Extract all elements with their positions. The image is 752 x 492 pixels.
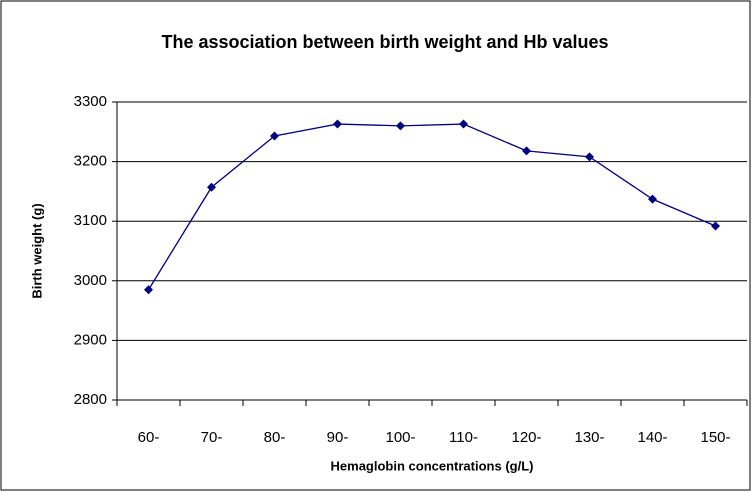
- y-tick-label: 2800: [74, 391, 107, 408]
- y-tick-label: 3000: [74, 272, 107, 289]
- x-tick-label: 120-: [511, 429, 541, 446]
- x-tick-label: 130-: [574, 429, 604, 446]
- x-tick-label: 90-: [327, 429, 349, 446]
- x-tick-label: 150-: [700, 429, 730, 446]
- x-tick-label: 70-: [201, 429, 223, 446]
- data-marker: [396, 121, 405, 131]
- x-tick-label: 60-: [138, 429, 160, 446]
- data-line: [147, 123, 716, 291]
- y-tick-label: 3300: [74, 93, 107, 110]
- data-marker: [270, 131, 279, 141]
- y-tick-label: 2900: [74, 331, 107, 348]
- data-marker: [648, 194, 657, 204]
- x-tick-label: 80-: [264, 429, 286, 446]
- data-marker: [711, 221, 720, 231]
- x-axis-title: Hemaglobin concentrations (g/L): [331, 458, 534, 473]
- x-tick-label: 140-: [637, 429, 667, 446]
- data-marker: [459, 119, 468, 129]
- y-tick-label: 3200: [74, 153, 107, 170]
- x-tick-label: 110-: [449, 429, 478, 446]
- data-marker: [333, 119, 342, 129]
- y-axis-title: Birth weight (g): [29, 203, 44, 298]
- data-marker: [207, 182, 216, 192]
- x-tick-label: 100-: [385, 429, 415, 446]
- data-marker: [522, 146, 531, 156]
- data-marker: [585, 152, 594, 162]
- y-tick-label: 3100: [74, 212, 107, 229]
- chart-title: The association between birth weight and…: [161, 32, 608, 52]
- data-marker: [144, 285, 153, 295]
